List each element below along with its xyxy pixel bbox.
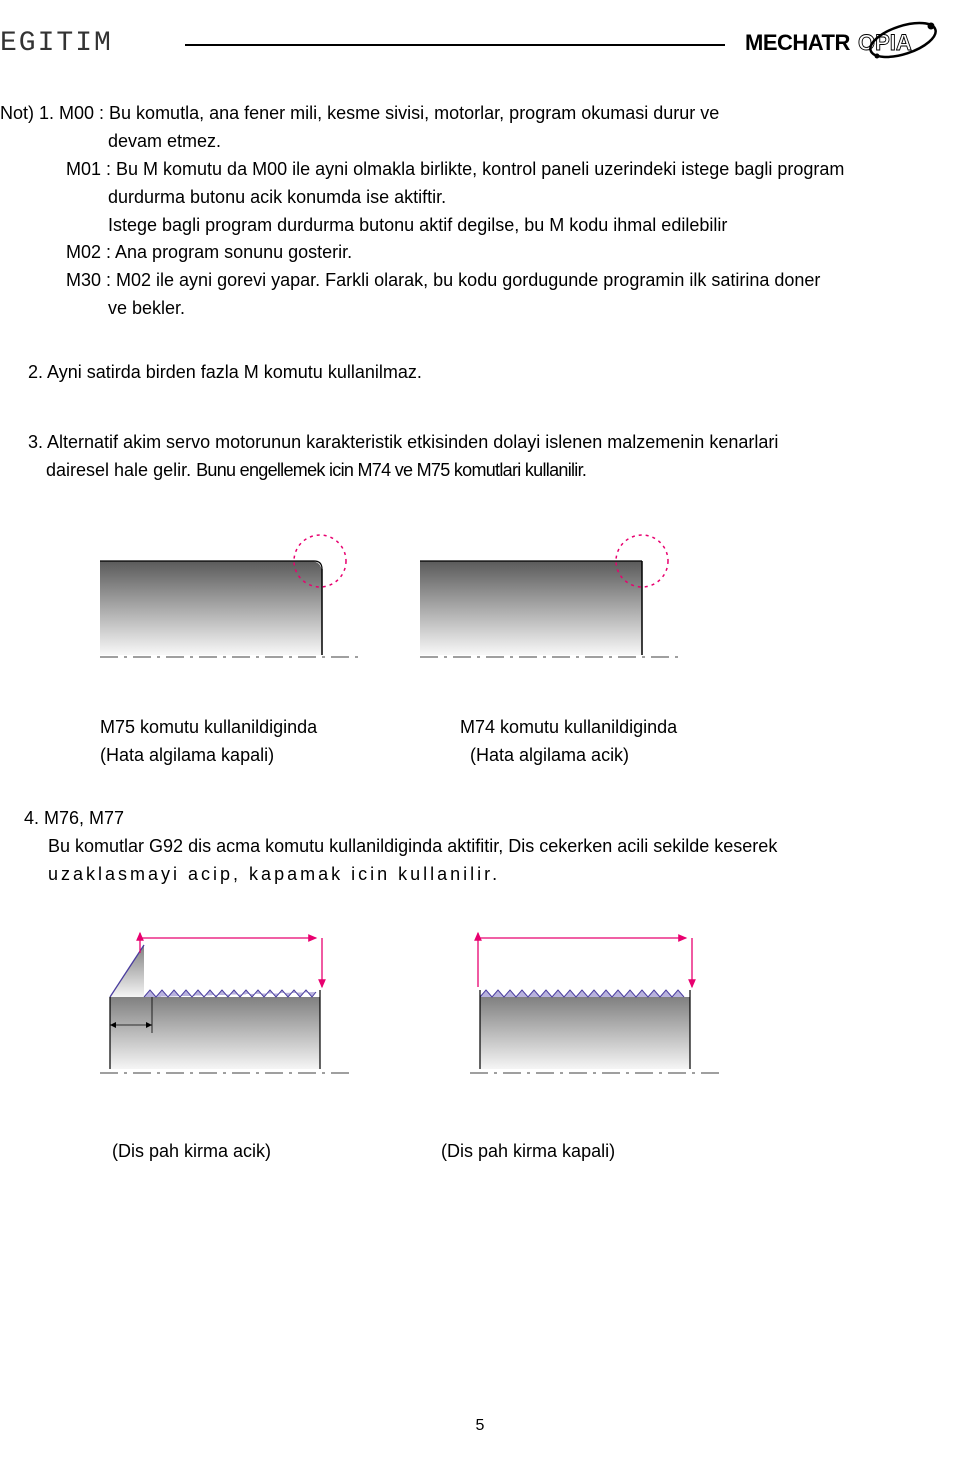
paragraph-3: 3. Alternatif akim servo motorunun karak…: [28, 429, 960, 485]
paragraph-2: 2. Ayni satirda birden fazla M komutu ku…: [28, 359, 960, 387]
diagram-row-2: [100, 925, 960, 1104]
notes-block: Not) 1. M00 : Bu komutla, ana fener mili…: [0, 100, 960, 323]
page-content: Not) 1. M00 : Bu komutla, ana fener mili…: [0, 80, 960, 1166]
diagram-m75: [100, 525, 360, 684]
para4-line1: Bu komutlar G92 dis acma komutu kullanil…: [48, 833, 960, 861]
paragraph-4: 4. M76, M77 Bu komutlar G92 dis acma kom…: [24, 805, 960, 889]
diagram-chamfer-off: [470, 925, 720, 1104]
svg-text:MECHATR: MECHATR: [745, 30, 850, 55]
m30-line2: ve bekler.: [0, 295, 960, 323]
para4-line2: uzaklasmayi acip, kapamak icin kullanili…: [48, 861, 960, 889]
m00-line2: devam etmez.: [0, 128, 960, 156]
m74-caption-l1: M74 komutu kullanildiginda: [460, 714, 720, 742]
diagram-chamfer-on: [100, 925, 350, 1104]
mechatropia-logo: MECHATR OPIA: [745, 18, 940, 68]
m30-line1: M30 : M02 ile ayni gorevi yapar. Farkli …: [0, 267, 960, 295]
caption-m74: M74 komutu kullanildiginda (Hata algilam…: [460, 714, 720, 770]
page-header: EGITIM MECHATR OPIA: [0, 0, 960, 80]
caption-chamfer-on: (Dis pah kirma acik): [112, 1138, 271, 1166]
para2-text: 2. Ayni satirda birden fazla M komutu ku…: [28, 362, 422, 382]
m75-caption-l2: (Hata algilama kapali): [100, 742, 360, 770]
diagram2-captions: (Dis pah kirma acik) (Dis pah kirma kapa…: [112, 1138, 960, 1166]
m01-line3: Istege bagli program durdurma butonu akt…: [0, 212, 960, 240]
header-rule: [185, 44, 725, 46]
m02-line: M02 : Ana program sonunu gosterir.: [0, 239, 960, 267]
m75-caption-l1: M75 komutu kullanildiginda: [100, 714, 360, 742]
para3-line2b: Bunu engellemek icin M74 ve M75 komutlar…: [196, 460, 586, 480]
header-title: EGITIM: [0, 28, 113, 59]
m00-line1: Not) 1. M00 : Bu komutla, ana fener mili…: [0, 100, 960, 128]
para3-line2a: dairesel hale gelir.: [46, 460, 196, 480]
diagram-m74: [420, 525, 680, 684]
para3-line1: 3. Alternatif akim servo motorunun karak…: [28, 429, 960, 457]
caption-m75: M75 komutu kullanildiginda (Hata algilam…: [100, 714, 360, 770]
caption-chamfer-off: (Dis pah kirma kapali): [441, 1138, 615, 1166]
para4-head: 4. M76, M77: [24, 805, 960, 833]
diagram1-captions: M75 komutu kullanildiginda (Hata algilam…: [100, 714, 960, 770]
m01-line2: durdurma butonu acik konumda ise aktifti…: [0, 184, 960, 212]
m74-caption-l2: (Hata algilama acik): [460, 742, 720, 770]
diagram-row-1: [100, 525, 960, 684]
svg-text:OPIA: OPIA: [858, 30, 912, 55]
page-number: 5: [476, 1417, 485, 1435]
m01-line1: M01 : Bu M komutu da M00 ile ayni olmakl…: [0, 156, 960, 184]
